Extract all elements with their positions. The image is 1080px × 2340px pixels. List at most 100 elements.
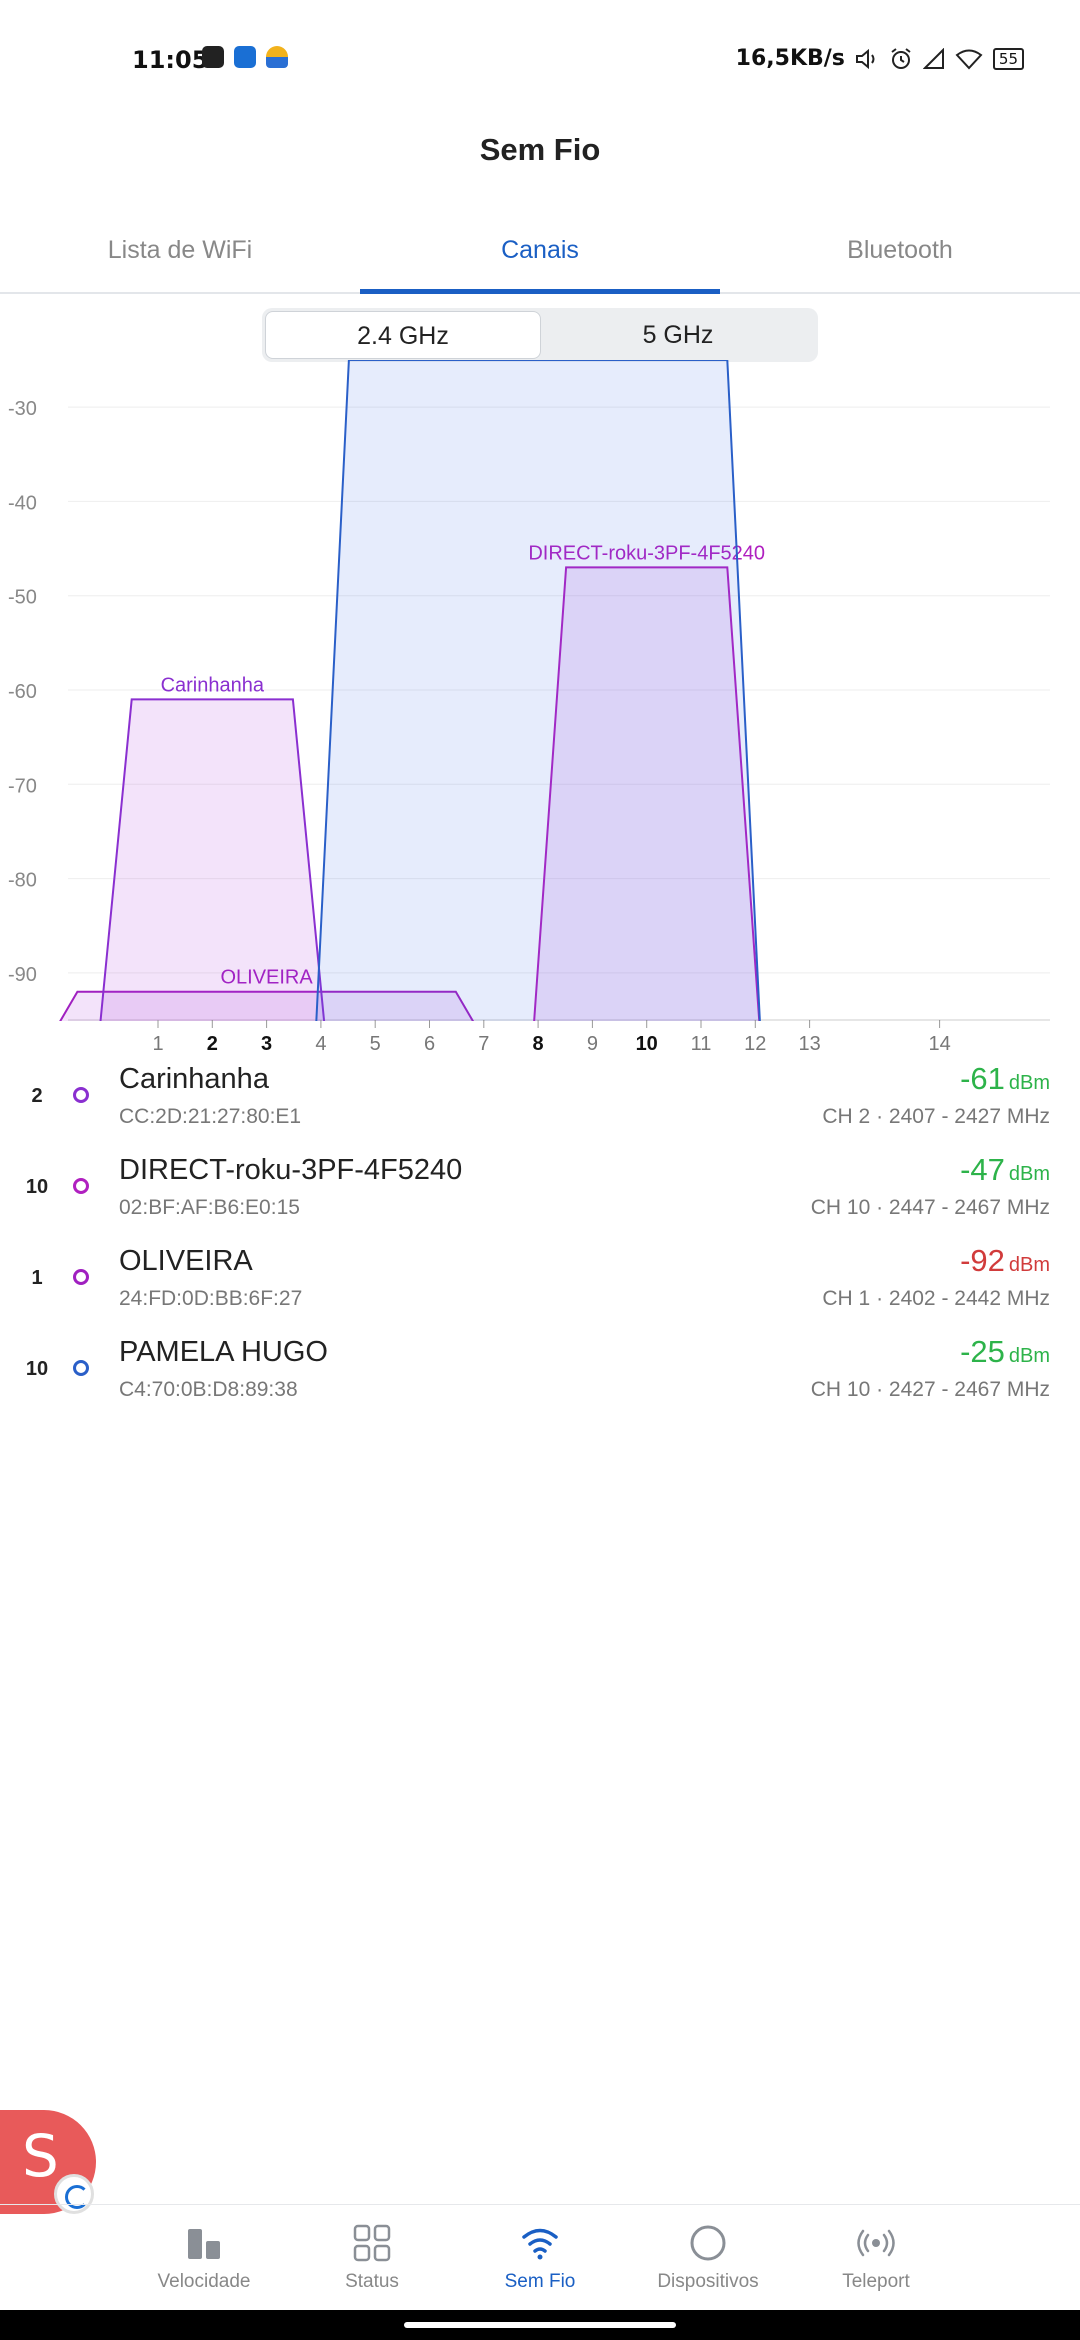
home-indicator[interactable]	[404, 2322, 676, 2328]
network-row-oliveira[interactable]: 1 OLIVEIRA 24:FD:0D:BB:6F:27 -92 dBm CH 1…	[0, 1237, 1080, 1328]
network-channel: 10	[25, 1176, 49, 1198]
circle-icon	[690, 2225, 726, 2261]
sync-icon	[54, 2174, 94, 2214]
status-bar: 11:05 16,5KB/s 55	[0, 0, 1080, 120]
network-mac: 24:FD:0D:BB:6F:27	[119, 1287, 303, 1310]
network-ssid: OLIVEIRA	[119, 1245, 253, 1277]
network-signal: -92 dBm	[960, 1243, 1050, 1279]
fab-letter: S	[22, 2122, 59, 2190]
band-selector: 2.4 GHz 5 GHz	[262, 308, 818, 362]
axis-mask	[0, 1021, 1080, 1060]
nav-label: Teleport	[842, 2271, 910, 2292]
signal-value: -92	[960, 1243, 1005, 1278]
x-tick-label: 9	[587, 1033, 598, 1055]
network-color-dot	[73, 1269, 89, 1285]
network-channel-info: CH 2 · 2407 - 2427 MHz	[822, 1105, 1050, 1128]
signal-value: -61	[960, 1061, 1005, 1096]
network-row-pamela-hugo[interactable]: 10 PAMELA HUGO C4:70:0B:D8:89:38 -25 dBm …	[0, 1328, 1080, 1419]
network-ssid: Carinhanha	[119, 1063, 269, 1095]
x-tick-label: 13	[798, 1033, 820, 1055]
signal-unit: dBm	[1008, 1163, 1050, 1185]
network-channel: 10	[25, 1358, 49, 1380]
tab-bar: Lista de WiFi Canais Bluetooth	[0, 210, 1080, 294]
channel-chart: -30-40-50-60-70-80-901234567891011121314…	[0, 360, 1080, 1060]
tab-bluetooth[interactable]: Bluetooth	[847, 236, 953, 264]
signal-area-carinhanha	[96, 698, 329, 1051]
network-channel: 2	[31, 1085, 43, 1107]
grid-icon	[353, 2224, 391, 2262]
network-ssid: PAMELA HUGO	[119, 1336, 328, 1368]
band-24ghz-button[interactable]: 2.4 GHz	[265, 311, 541, 359]
nav-label: Dispositivos	[657, 2271, 759, 2292]
alarm-icon	[891, 47, 911, 69]
series-label: Carinhanha	[161, 674, 265, 696]
network-signal: -25 dBm	[960, 1334, 1050, 1370]
nav-label: Sem Fio	[504, 2271, 576, 2292]
signal-value: -47	[960, 1152, 1005, 1187]
tab-wifi-list[interactable]: Lista de WiFi	[107, 236, 253, 264]
battery-icon: 55	[992, 47, 1024, 70]
network-row-carinhanha[interactable]: 2 Carinhanha CC:2D:21:27:80:E1 -61 dBm CH…	[0, 1055, 1080, 1146]
network-signal: -61 dBm	[960, 1061, 1050, 1097]
x-tick-label: 12	[744, 1033, 766, 1055]
series-label: OLIVEIRA	[220, 967, 313, 989]
network-mac: C4:70:0B:D8:89:38	[119, 1378, 298, 1401]
x-tick-label: 1	[152, 1033, 163, 1055]
status-right: 16,5KB/s 55	[736, 46, 1024, 71]
network-ssid: DIRECT-roku-3PF-4F5240	[119, 1154, 463, 1186]
wifi-icon	[522, 2228, 558, 2260]
network-mac: 02:BF:AF:B6:E0:15	[119, 1196, 300, 1219]
series-label: DIRECT-roku-3PF-4F5240	[528, 542, 765, 564]
signal-unit: dBm	[1008, 1254, 1050, 1276]
nav-label: Velocidade	[157, 2271, 251, 2292]
x-tick-label: 3	[261, 1033, 272, 1055]
x-tick-label: 7	[478, 1033, 489, 1055]
y-tick-label: -90	[8, 964, 37, 986]
y-tick-label: -30	[8, 398, 37, 420]
nav-dispositivos[interactable]: Dispositivos	[624, 2205, 792, 2310]
system-nav-bar	[0, 2310, 1080, 2340]
network-signal: -47 dBm	[960, 1152, 1050, 1188]
floating-assistant-button[interactable]: S	[0, 2110, 96, 2214]
network-row-direct-roku[interactable]: 10 DIRECT-roku-3PF-4F5240 02:BF:AF:B6:E0…	[0, 1146, 1080, 1237]
band-5ghz-button[interactable]: 5 GHz	[642, 321, 714, 349]
y-tick-label: -80	[8, 870, 37, 892]
media-icon	[202, 46, 224, 68]
network-color-dot	[73, 1178, 89, 1194]
network-channel-info: CH 10 · 2447 - 2467 MHz	[810, 1196, 1050, 1219]
notification-icons	[202, 46, 288, 68]
nav-sem-fio[interactable]: Sem Fio	[456, 2205, 624, 2310]
y-tick-label: -60	[8, 681, 37, 703]
nav-label: Status	[345, 2271, 399, 2292]
x-tick-label: 10	[636, 1033, 658, 1055]
volume-icon	[855, 48, 875, 69]
nav-status[interactable]: Status	[288, 2205, 456, 2310]
tab-channels[interactable]: Canais	[360, 210, 720, 294]
bar-chart-icon	[188, 2229, 220, 2259]
network-list: 2 Carinhanha CC:2D:21:27:80:E1 -61 dBm CH…	[0, 1055, 1080, 1419]
teleport-icon	[857, 2229, 895, 2257]
signal-unit: dBm	[1008, 1072, 1050, 1094]
nav-velocidade[interactable]: Velocidade	[120, 2205, 288, 2310]
x-tick-label: 6	[424, 1033, 435, 1055]
network-speed: 16,5KB/s	[735, 46, 845, 71]
wifi-status-icon	[955, 49, 983, 69]
signal-area-pamela-hugo	[313, 360, 763, 1051]
phone-icon	[234, 46, 256, 68]
x-tick-label: 4	[315, 1033, 326, 1055]
network-channel: 1	[31, 1267, 43, 1289]
x-tick-label: 11	[691, 1033, 712, 1055]
network-color-dot	[73, 1087, 89, 1103]
x-tick-label: 5	[370, 1033, 381, 1055]
signal-value: -25	[960, 1334, 1005, 1369]
x-tick-label: 8	[533, 1033, 544, 1055]
network-channel-info: CH 10 · 2427 - 2467 MHz	[810, 1378, 1050, 1401]
y-tick-label: -50	[8, 587, 37, 609]
status-time: 11:05	[132, 46, 209, 74]
nav-teleport[interactable]: Teleport	[792, 2205, 960, 2310]
bottom-nav: Velocidade Status Sem Fio Dispositivos T…	[0, 2204, 1080, 2310]
page-title: Sem Fio	[479, 132, 601, 167]
signal-icon	[922, 47, 944, 69]
y-tick-label: -40	[8, 492, 37, 514]
y-tick-label: -70	[8, 775, 37, 797]
